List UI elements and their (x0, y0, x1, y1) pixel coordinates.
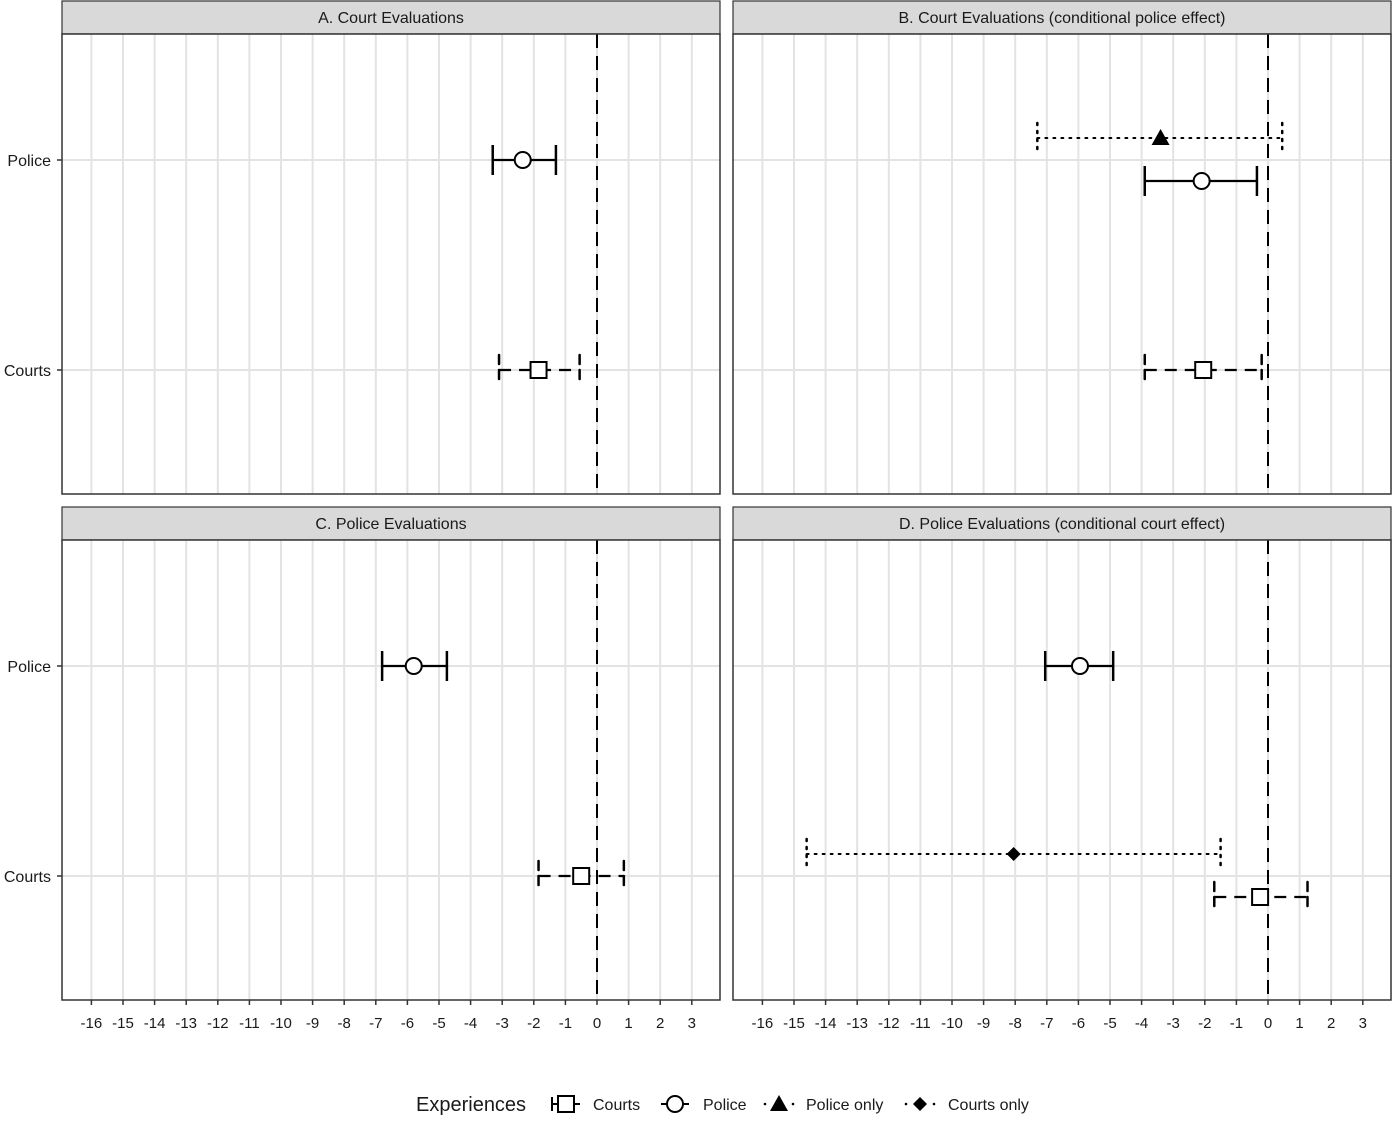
open-square-marker (557, 1095, 575, 1113)
estimate-police (1143, 166, 1259, 196)
estimate-courts (1143, 353, 1263, 387)
panel-d: D. Police Evaluations (conditional court… (732, 506, 1392, 1032)
x-tick-label: -6 (1072, 1015, 1085, 1032)
x-tick-label: -12 (878, 1015, 900, 1032)
estimate-police (380, 651, 449, 681)
x-tick-label: -14 (815, 1015, 837, 1032)
filled-diamond-marker (913, 1097, 927, 1111)
panel-b: B. Court Evaluations (conditional police… (732, 0, 1392, 495)
plot-area (62, 34, 720, 494)
x-tick-label: -9 (977, 1015, 990, 1032)
legend-label: Courts only (948, 1097, 1029, 1114)
estimate-courts (1213, 880, 1309, 914)
panel-strip (732, 0, 1392, 35)
x-tick-label: 0 (593, 1015, 601, 1032)
x-tick-label: -3 (496, 1015, 509, 1032)
x-tick-label: -15 (783, 1015, 805, 1032)
panel-strip (61, 506, 721, 541)
panel-border (61, 33, 721, 495)
x-tick-label: -15 (112, 1015, 134, 1032)
x-tick-label: -5 (432, 1015, 445, 1032)
filled-triangle-marker (1151, 129, 1170, 145)
x-tick-label: -11 (239, 1015, 260, 1032)
legend-item-police-only: Police only (763, 1095, 883, 1114)
x-tick-label: -13 (175, 1015, 197, 1032)
x-tick-label: -8 (1009, 1015, 1022, 1032)
x-tick-label: 2 (1327, 1015, 1335, 1032)
legend: Experiences Courts Police Police only Courts… (416, 1094, 1029, 1116)
x-tick-label: -16 (81, 1015, 103, 1032)
x-tick-label: -7 (1040, 1015, 1053, 1032)
x-tick-label: 1 (1295, 1015, 1303, 1032)
x-tick-label: -4 (1135, 1015, 1148, 1032)
open-square-marker (1194, 361, 1213, 379)
x-tick-label: -2 (527, 1015, 540, 1032)
estimate-courts-only (805, 837, 1222, 871)
x-tick-label: -1 (559, 1015, 572, 1032)
estimate-police-only (1036, 121, 1284, 155)
open-circle-marker (404, 657, 423, 675)
x-tick-label: 3 (1359, 1015, 1367, 1032)
estimate-courts (497, 353, 581, 387)
estimate-police (491, 145, 558, 175)
x-tick-label: -8 (338, 1015, 351, 1032)
x-tick-label: -5 (1103, 1015, 1116, 1032)
legend-label: Police (703, 1097, 747, 1114)
filled-triangle-marker (770, 1095, 788, 1111)
legend-label: Courts (593, 1097, 640, 1114)
legend-item-police: Police (661, 1095, 747, 1114)
panel-strip (61, 0, 721, 35)
open-square-marker (529, 361, 548, 379)
y-tick-label: Courts (4, 363, 51, 380)
open-circle-marker (1192, 172, 1211, 190)
x-tick-label: -12 (207, 1015, 229, 1032)
panel-border (732, 33, 1392, 495)
panel-title: C. Police Evaluations (315, 516, 466, 533)
panel-title: A. Court Evaluations (318, 10, 464, 27)
estimate-courts (537, 859, 626, 893)
x-tick-label: -1 (1230, 1015, 1243, 1032)
panel-a: A. Court Evaluations Police Courts (4, 0, 721, 495)
x-tick-label: -3 (1167, 1015, 1180, 1032)
open-square-marker (572, 867, 591, 885)
estimate-police (1043, 651, 1115, 681)
plot-area (733, 34, 1391, 494)
plot-area (733, 540, 1391, 1000)
x-tick-label: -6 (401, 1015, 414, 1032)
x-tick-label: 1 (624, 1015, 632, 1032)
panel-title: B. Court Evaluations (conditional police… (899, 10, 1226, 27)
x-tick-label: -10 (270, 1015, 292, 1032)
x-tick-label: -14 (144, 1015, 166, 1032)
x-tick-label: -16 (752, 1015, 774, 1032)
panel-border (732, 539, 1392, 1001)
panel-title: D. Police Evaluations (conditional court… (899, 516, 1225, 533)
open-square-marker (1251, 888, 1270, 906)
x-tick-label: -9 (306, 1015, 319, 1032)
open-circle-marker (1070, 657, 1089, 675)
x-tick-label: -4 (464, 1015, 477, 1032)
plot-area (62, 540, 720, 1000)
x-tick-label: -11 (910, 1015, 931, 1032)
open-circle-marker (666, 1095, 684, 1113)
legend-title: Experiences (416, 1094, 526, 1116)
x-tick-label: -2 (1198, 1015, 1211, 1032)
legend-item-courts-only: Courts only (904, 1097, 1029, 1114)
x-tick-label: -7 (369, 1015, 382, 1032)
y-tick-label: Courts (4, 869, 51, 886)
open-circle-marker (513, 151, 532, 169)
filled-diamond-marker (1006, 847, 1021, 861)
x-tick-label: 2 (656, 1015, 664, 1032)
legend-item-courts: Courts (551, 1095, 640, 1114)
legend-label: Police only (806, 1097, 883, 1114)
x-tick-label: 0 (1264, 1015, 1272, 1032)
x-tick-label: -13 (846, 1015, 868, 1032)
panel-border (61, 539, 721, 1001)
y-tick-label: Police (7, 153, 51, 170)
x-tick-label: 3 (688, 1015, 696, 1032)
y-tick-label: Police (7, 659, 51, 676)
x-tick-label: -10 (941, 1015, 963, 1032)
